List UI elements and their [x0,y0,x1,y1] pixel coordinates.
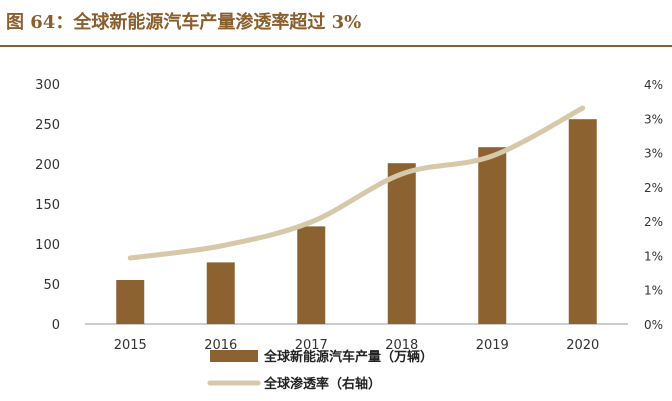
x-axis-tick: 2015 [114,338,147,353]
chart-title: 图 64：全球新能源汽车产量渗透率超过 3% [6,12,362,33]
left-axis-tick: 200 [35,158,60,173]
bar-2017 [297,226,326,324]
x-axis-tick: 2018 [385,338,418,353]
title-underline [0,45,672,47]
bar-2016 [206,262,235,324]
right-axis-tick: 2% [644,215,663,229]
legend-line-label: 全球渗透率（右轴） [263,376,381,392]
right-axis-tick: 3% [644,147,663,161]
legend-bar-swatch [210,350,258,362]
right-axis-tick: 4% [644,78,663,92]
left-axis-tick: 150 [35,198,60,213]
bar-2015 [116,280,145,324]
left-axis-tick: 300 [35,78,60,93]
left-axis-tick: 0 [52,318,60,333]
right-axis-tick: 0% [644,318,663,332]
right-axis-tick: 1% [644,284,663,298]
right-axis-tick: 3% [644,112,663,126]
left-axis-tick: 250 [35,118,60,133]
penetration-line [127,105,586,261]
legend-bar-label: 全球新能源汽车产量（万辆） [263,349,433,365]
bar-2018 [387,163,416,324]
bar-2019 [478,147,507,324]
x-axis-tick: 2020 [566,338,599,353]
left-axis-tick: 100 [35,238,60,253]
x-axis-tick: 2019 [476,338,509,353]
x-axis-tick: 2016 [204,338,237,353]
right-axis-tick: 2% [644,181,663,195]
x-axis-tick: 2017 [295,338,328,353]
right-axis-tick: 1% [644,249,663,263]
bar-2020 [568,119,597,324]
left-axis-tick: 50 [43,278,60,293]
